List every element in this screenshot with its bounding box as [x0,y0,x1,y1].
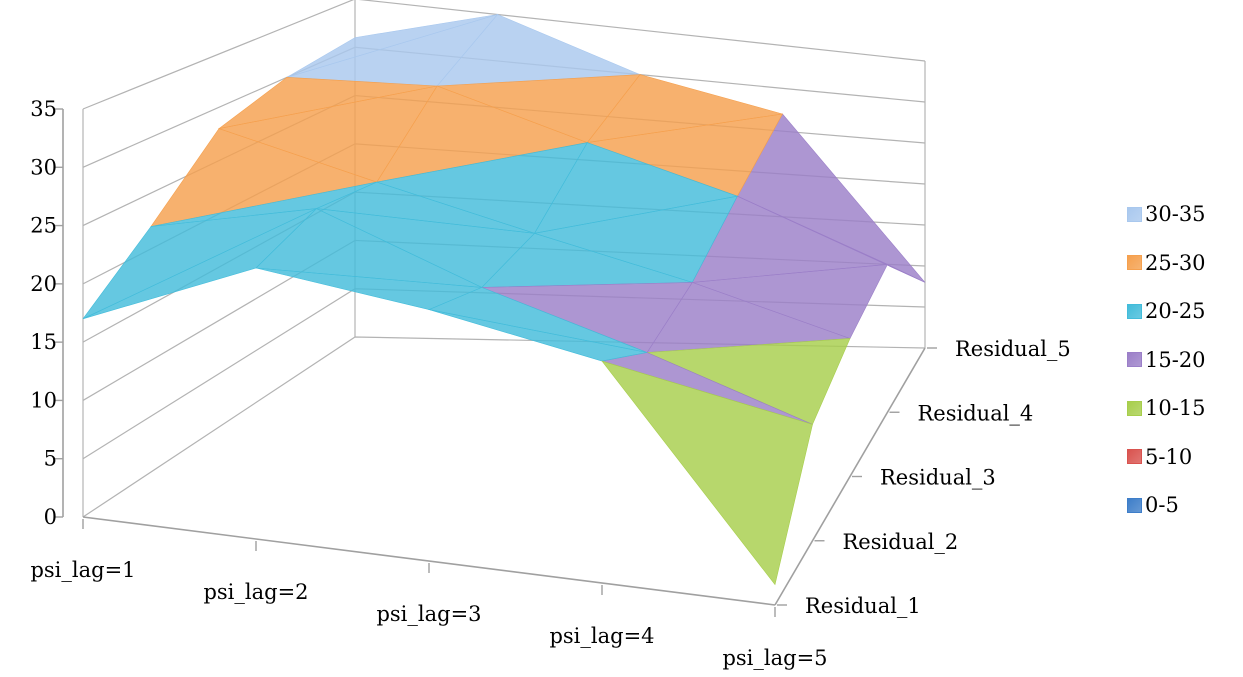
z-tick-label: 20 [30,272,57,296]
legend-label: 10-15 [1145,396,1206,421]
z-tick-label: 15 [30,330,57,354]
z-tick-label: 10 [30,388,57,412]
axes [55,108,937,617]
legend-item: 0-5 [1127,481,1206,530]
legend-swatch [1127,400,1142,416]
x-tick-label: psi_lag=5 [722,646,827,670]
surface-facet [428,309,648,362]
surface-facet [255,267,482,310]
surface [82,13,926,586]
legend-label: 0-5 [1145,493,1179,518]
legend-label: 15-20 [1145,347,1206,372]
x-tick-label: psi_lag=4 [549,624,654,648]
y-tick-label: Residual_2 [843,530,959,554]
surface-facet [601,360,813,586]
y-tick-label: Residual_1 [805,594,921,618]
legend-swatch [1127,449,1142,465]
x-axis-line [82,516,776,606]
legend-swatch [1127,255,1142,271]
x-tick-label: psi_lag=3 [376,602,481,626]
axis-labels: 0 5 10 15 20 25 30 35 psi_lag=1 psi_lag=2 psi_lag=… [30,97,1071,670]
legend-label: 30-35 [1145,202,1206,227]
legend-swatch [1127,352,1142,368]
legend-item: 30-35 [1127,190,1206,239]
legend-item: 20-25 [1127,287,1206,336]
y-axis-line [774,347,926,606]
legend-swatch [1127,206,1142,222]
legend-label: 25-30 [1145,250,1206,275]
z-tick-label: 35 [30,97,57,121]
legend-item: 15-20 [1127,336,1206,385]
z-tick-label: 30 [30,155,57,179]
legend-swatch [1127,303,1142,319]
legend-label: 5-10 [1145,444,1193,469]
legend-item: 5-10 [1127,433,1206,482]
y-tick-label: Residual_3 [880,466,996,490]
z-tick-label: 25 [30,214,57,238]
legend: 30-35 25-30 20-25 15-20 10-15 5-10 0-5 [1127,190,1206,530]
z-tick-label: 5 [44,447,57,471]
legend-item: 10-15 [1127,384,1206,433]
gridline [82,0,926,110]
y-tick-label: Residual_4 [918,401,1034,425]
z-tick-label: 0 [44,505,57,529]
legend-label: 20-25 [1145,299,1206,324]
surface-facet [82,208,317,320]
x-tick-label: psi_lag=1 [30,558,135,582]
legend-swatch [1127,497,1142,513]
legend-item: 25-30 [1127,239,1206,288]
y-tick-label: Residual_5 [955,337,1071,361]
x-tick-label: psi_lag=2 [203,580,308,604]
